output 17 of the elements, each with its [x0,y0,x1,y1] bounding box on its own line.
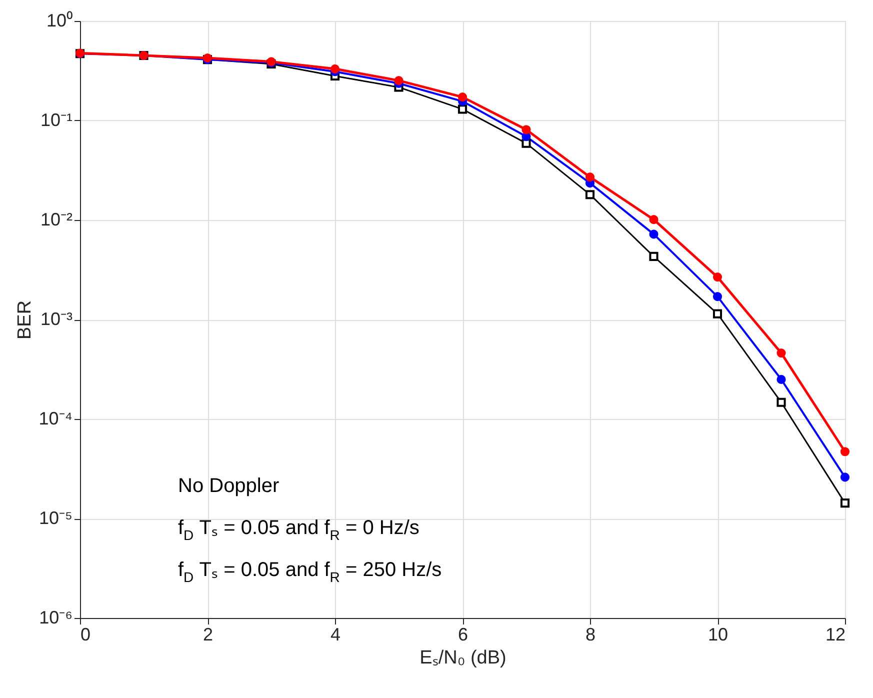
x-tick-label: 4 [330,624,341,644]
x-tick-label: 12 [825,624,846,644]
y-tick-label: 10⁻⁴ [38,408,72,428]
text: No Doppler [178,475,280,497]
x-tick-label: 0 [80,624,91,644]
y-tick-label: 10⁻⁶ [39,608,72,628]
y-tick-label: 10⁻³ [40,309,73,329]
y-tick-label: 10⁰ [46,10,72,30]
x-tick-label: 6 [458,624,468,644]
x-tick-label: 10 [708,624,728,644]
x-axis-title: Eₛ/N₀ (dB) [420,648,506,668]
y-axis-title: BER [14,300,36,340]
y-tick-label: 10⁻¹ [40,110,73,130]
y-tick-label: 10⁻² [40,210,73,230]
y-tick-label: 10⁻⁵ [39,508,72,528]
x-tick-label: 8 [585,624,596,644]
x-tick-label: 2 [202,624,214,644]
